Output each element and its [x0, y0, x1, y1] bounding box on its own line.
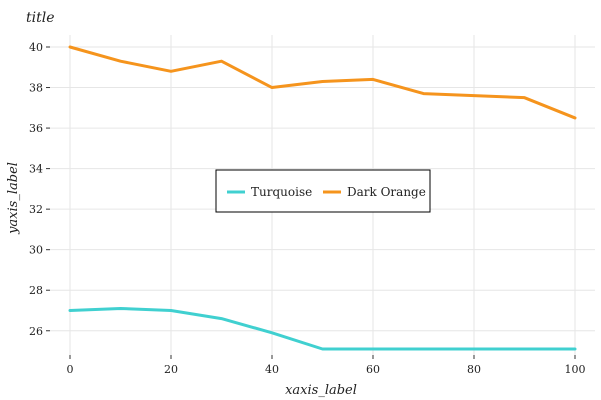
y-tick-label: 30: [29, 244, 43, 257]
y-tick-label: 32: [29, 203, 43, 216]
y-tick-label: 28: [29, 284, 43, 297]
y-tick-label: 40: [29, 41, 43, 54]
legend-label-dark-orange: Dark Orange: [347, 185, 426, 199]
series-lines: [68, 45, 577, 351]
y-tick-label: 34: [29, 163, 43, 176]
legend-label-turquoise: Turquoise: [251, 185, 312, 199]
x-tick-label: 20: [164, 363, 178, 376]
x-tick-label: 80: [467, 363, 481, 376]
y-axis-ticks: 26 28 30 32 34 36 38 40: [29, 41, 50, 338]
x-axis-label: xaxis_label: [285, 383, 357, 398]
x-tick-label: 40: [265, 363, 279, 376]
x-tick-label: 100: [565, 363, 586, 376]
y-tick-label: 26: [29, 325, 43, 338]
x-tick-label: 0: [67, 363, 74, 376]
series-line-turquoise: [68, 306, 577, 351]
chart-title: title: [26, 10, 55, 26]
legend: Turquoise Dark Orange: [215, 169, 431, 213]
y-axis-label: yaxis_label: [6, 162, 21, 235]
y-tick-label: 38: [29, 82, 43, 95]
x-tick-label: 60: [366, 363, 380, 376]
y-tick-label: 36: [29, 122, 43, 135]
x-axis-ticks: 0 20 40 60 80 100: [67, 355, 586, 376]
series-line-dark-orange: [68, 45, 577, 120]
